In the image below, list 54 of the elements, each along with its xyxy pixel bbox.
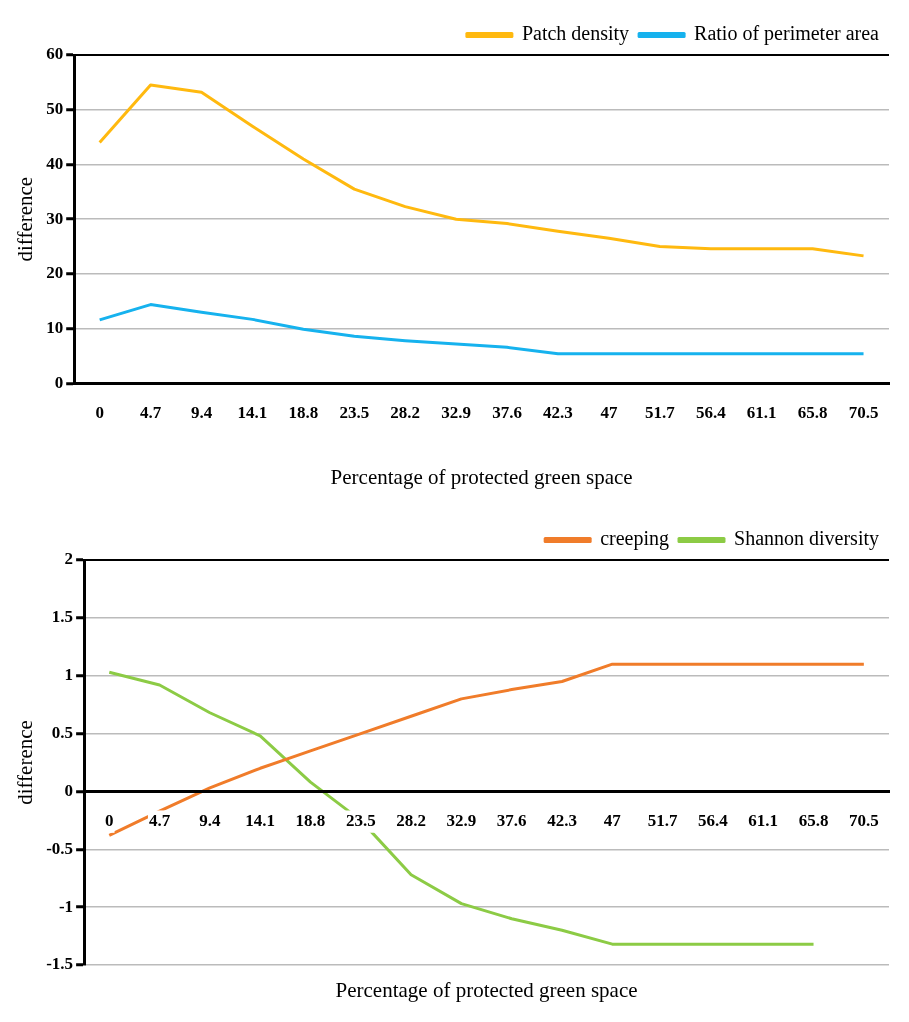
- x-tick-label: 51.7: [647, 811, 678, 831]
- x-tick-label: 9.4: [190, 402, 213, 422]
- x-tick-label: 61.1: [746, 402, 777, 422]
- y-tick-label: 10: [46, 318, 64, 338]
- y-tick-label: 0: [64, 780, 74, 800]
- x-tick-label: 47: [603, 811, 622, 831]
- legend-label: creeping: [600, 527, 670, 551]
- x-tick-label: 0: [105, 811, 114, 831]
- x-tick-label: 23.5: [339, 402, 370, 422]
- x-tick-label: 47: [600, 402, 618, 422]
- y-tick-label: 20: [46, 263, 64, 283]
- x-tick-label: 0: [95, 402, 104, 422]
- y-tick-label: 30: [46, 208, 64, 228]
- y-tick-label: 0.5: [51, 722, 74, 742]
- x-tick-label: 65.8: [798, 811, 829, 831]
- y-tick-label: -0.5: [46, 838, 74, 858]
- x-tick-label: 4.7: [139, 402, 162, 422]
- x-axis-title: Percentage of protected green space: [335, 978, 638, 1003]
- x-tick-label: 32.9: [446, 811, 477, 831]
- y-tick-label: 0: [54, 372, 64, 392]
- y-tick-label: 50: [46, 99, 64, 119]
- legend-label: Ratio of perimeter area: [694, 22, 880, 46]
- x-tick-label: 28.2: [390, 402, 421, 422]
- y-tick-label: 40: [46, 153, 64, 173]
- x-tick-label: 56.4: [695, 402, 727, 422]
- x-tick-label: 37.6: [492, 402, 522, 422]
- y-tick-label: -1: [58, 896, 74, 916]
- x-tick-label: 14.1: [237, 402, 268, 422]
- y-tick-label: 60: [46, 44, 64, 64]
- x-tick-label: 37.6: [496, 811, 527, 831]
- x-tick-label: 42.3: [547, 811, 577, 831]
- x-tick-label: 28.2: [396, 811, 426, 831]
- legend-label: Patch density: [521, 22, 630, 46]
- x-tick-label: 70.5: [848, 811, 879, 831]
- x-tick-label: 56.4: [698, 811, 729, 831]
- x-tick-label: 70.5: [848, 402, 879, 422]
- legend-label: Shannon diversity: [734, 527, 880, 551]
- x-tick-label: 65.8: [797, 402, 828, 422]
- x-tick-label: 4.7: [148, 811, 171, 831]
- y-tick-label: -1.5: [46, 954, 74, 974]
- x-tick-label: 9.4: [199, 811, 221, 831]
- x-tick-label: 51.7: [644, 402, 676, 422]
- y-tick-label: 1: [64, 665, 74, 685]
- x-axis-title: Percentage of protected green space: [330, 464, 633, 489]
- y-axis-title: difference: [13, 720, 38, 805]
- x-tick-label: 32.9: [441, 402, 472, 422]
- y-axis-title: difference: [13, 176, 38, 262]
- y-tick-label: 1.5: [51, 607, 74, 627]
- x-tick-label: 61.1: [748, 811, 779, 831]
- y-tick-label: 2: [64, 549, 74, 569]
- x-tick-label: 42.3: [543, 402, 573, 422]
- x-tick-label: 14.1: [245, 811, 276, 831]
- x-tick-label: 18.8: [295, 811, 326, 831]
- x-tick-label: 18.8: [288, 402, 319, 422]
